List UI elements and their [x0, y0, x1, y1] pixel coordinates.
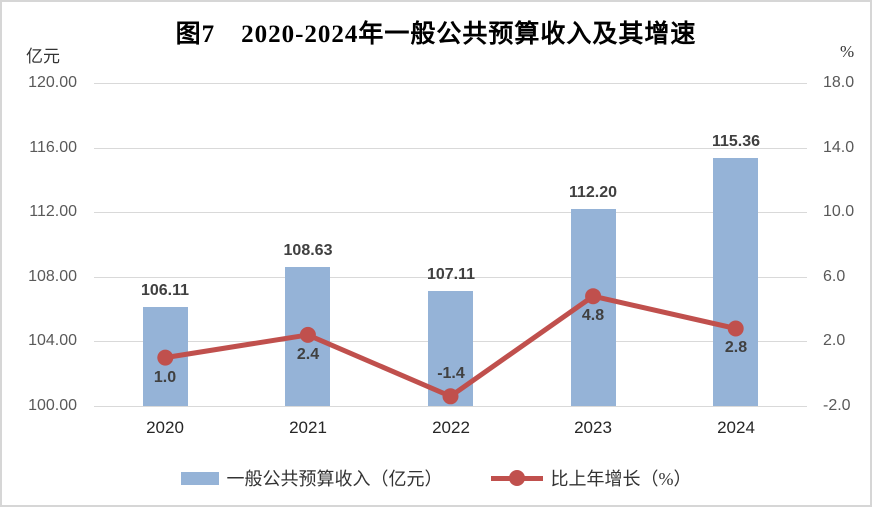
legend-label-growth: 比上年增长（%）: [550, 469, 692, 489]
right-axis-tick-label: 6.0: [823, 268, 846, 285]
gridline: [94, 406, 807, 407]
left-axis-tick-label: 120.00: [28, 74, 77, 91]
growth-marker: [727, 320, 744, 337]
bar-swatch-icon: [180, 471, 219, 485]
right-axis-tick-label: 2.0: [823, 332, 846, 349]
left-axis-unit: 亿元: [26, 47, 60, 66]
bar-value-label: 107.11: [426, 266, 476, 283]
chart-title: 图7 2020-2024年一般公共预算收入及其增速: [175, 21, 697, 48]
left-axis-tick-label: 100.00: [28, 397, 77, 414]
growth-marker: [442, 388, 459, 405]
bar-value-label: 112.20: [568, 184, 618, 201]
line-value-label: -1.4: [437, 365, 465, 382]
left-axis-tick-label: 104.00: [28, 332, 77, 349]
line-value-label: 4.8: [581, 307, 605, 324]
right-axis-tick-label: 14.0: [823, 139, 855, 156]
gridline: [94, 148, 807, 149]
growth-marker: [157, 349, 174, 366]
x-axis-category-label: 2020: [146, 418, 184, 437]
line-value-label: 2.4: [296, 346, 320, 363]
growth-marker: [585, 288, 602, 305]
right-axis-unit: %: [840, 42, 855, 61]
x-axis-category-label: 2021: [289, 418, 327, 437]
bar-value-label: 106.11: [140, 282, 190, 299]
gridline: [94, 212, 807, 213]
x-axis-category-label: 2024: [717, 418, 755, 437]
right-axis-tick-label: 18.0: [823, 74, 855, 91]
x-axis-category-label: 2022: [432, 418, 470, 437]
x-axis-category-label: 2023: [574, 418, 612, 437]
line-dot-swatch-icon: [490, 470, 543, 486]
bar-value-label: 115.36: [711, 133, 761, 150]
left-axis-tick-label: 112.00: [29, 203, 77, 220]
legend-item-growth: 比上年增长（%）: [490, 465, 692, 491]
left-axis-tick-label: 116.00: [29, 139, 77, 156]
line-value-label: 2.8: [724, 339, 748, 356]
bar-value-label: 108.63: [283, 242, 333, 259]
legend: 一般公共预算收入（亿元） 比上年增长（%）: [2, 465, 870, 491]
gridline: [94, 83, 807, 84]
left-axis-tick-label: 108.00: [28, 268, 77, 285]
gridline: [94, 277, 807, 278]
growth-marker: [299, 326, 316, 343]
right-axis-tick-label: -2.0: [823, 397, 851, 414]
legend-label-revenue: 一般公共预算收入（亿元）: [226, 469, 443, 489]
revenue-bar: [713, 158, 758, 406]
right-axis-tick-label: 10.0: [823, 203, 855, 220]
line-value-label: 1.0: [153, 369, 177, 386]
legend-item-revenue: 一般公共预算收入（亿元）: [180, 465, 443, 491]
